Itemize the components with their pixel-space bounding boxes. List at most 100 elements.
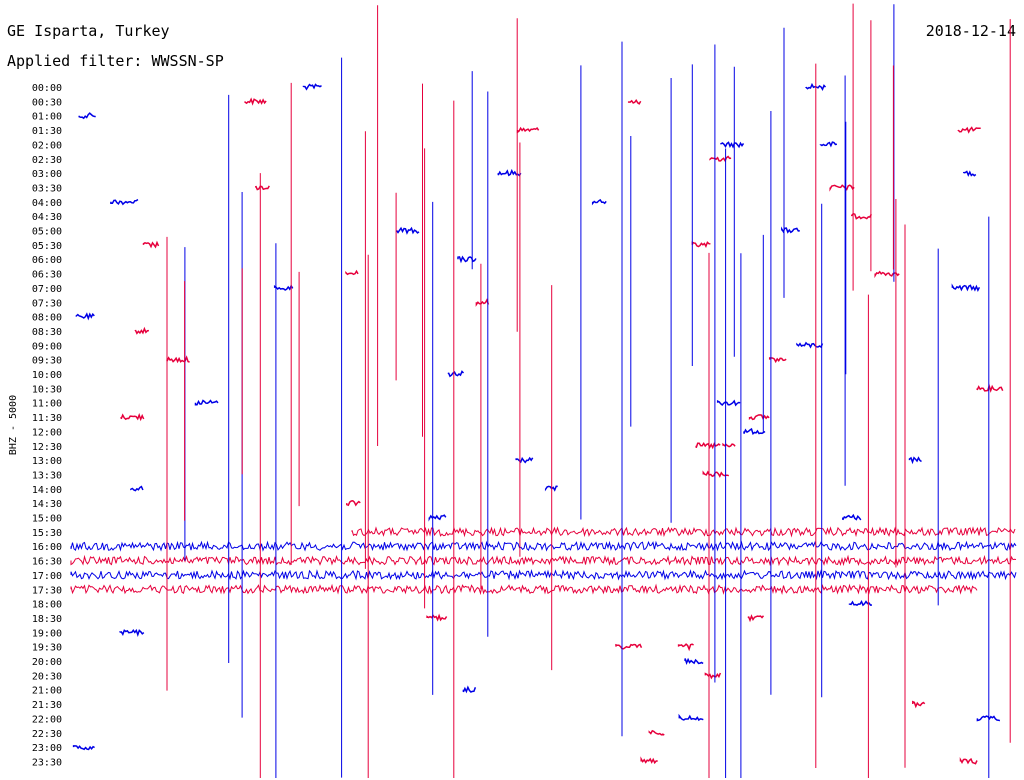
time-tick-label: 10:30 [32, 384, 62, 395]
trace-row [255, 184, 855, 192]
trace-row [457, 255, 477, 264]
trace-segment [720, 141, 745, 149]
time-tick-label: 01:30 [32, 126, 62, 137]
trace-segment [345, 269, 359, 276]
trace-row [447, 370, 465, 378]
trace-segment [462, 685, 477, 694]
trace-row [194, 399, 741, 407]
time-tick-label: 17:00 [32, 571, 62, 582]
trace-segment [273, 284, 294, 291]
time-tick-label: 00:00 [32, 83, 62, 94]
time-tick-label: 09:00 [32, 341, 62, 352]
trace-row [695, 441, 736, 450]
trace-segment [627, 98, 642, 105]
trace-segment [70, 583, 978, 596]
time-tick-label: 01:00 [32, 112, 62, 123]
trace-row [142, 240, 711, 249]
trace-row [134, 326, 149, 335]
trace-row [351, 526, 1016, 538]
trace-row [244, 97, 642, 106]
trace-segment [743, 427, 766, 435]
trace-segment [957, 126, 981, 134]
time-tick-label: 02:00 [32, 140, 62, 151]
time-tick-label: 21:00 [32, 686, 62, 697]
trace-row [120, 413, 770, 422]
trace-segment [70, 540, 1017, 552]
time-tick-label: 23:00 [32, 743, 62, 754]
time-tick-label: 15:00 [32, 514, 62, 525]
trace-segment [912, 700, 926, 709]
trace-segment [796, 341, 824, 349]
time-tick-label: 07:00 [32, 284, 62, 295]
trace-segment [805, 82, 827, 91]
time-tick-label: 12:00 [32, 427, 62, 438]
trace-segment [75, 312, 95, 321]
time-tick-label: 17:30 [32, 585, 62, 596]
time-tick-label: 14:30 [32, 499, 62, 510]
time-tick-label: 13:00 [32, 456, 62, 467]
trace-segment [829, 184, 855, 192]
trace-segment [244, 97, 267, 106]
time-tick-label: 06:00 [32, 255, 62, 266]
trace-segment [722, 442, 736, 448]
trace-segment [591, 198, 607, 206]
trace-row [72, 745, 95, 751]
trace-row [273, 283, 981, 292]
filter-subtitle: Applied filter: WWSSN-SP [7, 52, 224, 70]
trace-segment [709, 155, 732, 163]
trace-segment [255, 185, 270, 191]
time-tick-label: 03:00 [32, 169, 62, 180]
trace-segment [346, 500, 361, 507]
time-tick-label: 06:30 [32, 270, 62, 281]
trace-row [516, 126, 981, 134]
time-tick-label: 22:30 [32, 729, 62, 740]
trace-row [720, 141, 837, 149]
trace-segment [842, 513, 862, 521]
trace-segment [166, 355, 190, 364]
trace-segment [951, 283, 981, 292]
trace-row [684, 657, 704, 665]
trace-segment [677, 643, 694, 652]
time-tick-label: 10:00 [32, 370, 62, 381]
time-tick-label: 20:00 [32, 657, 62, 668]
trace-row [70, 540, 1017, 552]
time-tick-label: 05:30 [32, 241, 62, 252]
trace-segment [851, 212, 872, 220]
trace-segment [678, 713, 704, 722]
time-tick-label: 09:30 [32, 356, 62, 367]
time-tick-label: 19:00 [32, 628, 62, 639]
trace-segment [963, 170, 977, 177]
time-tick-label: 21:30 [32, 700, 62, 711]
time-tick-label: 16:00 [32, 542, 62, 553]
time-tick-label: 11:30 [32, 413, 62, 424]
time-tick-label: 03:30 [32, 183, 62, 194]
trace-row [648, 729, 665, 736]
trace-segment [194, 399, 219, 406]
time-tick-label: 13:30 [32, 470, 62, 481]
trace-row [130, 485, 558, 492]
y-axis-label: BHZ - 5000 [8, 395, 19, 455]
trace-row [346, 500, 361, 507]
trace-row [78, 112, 96, 120]
trace-row [796, 341, 824, 349]
time-tick-label: 04:00 [32, 198, 62, 209]
trace-segment [142, 240, 160, 249]
trace-segment [70, 554, 1017, 567]
trace-segment [447, 370, 465, 378]
time-tick-label: 12:30 [32, 442, 62, 453]
trace-row [515, 456, 922, 465]
trace-segment [475, 298, 490, 307]
time-tick-label: 11:00 [32, 399, 62, 410]
trace-segment [70, 569, 1017, 581]
trace-segment [704, 672, 722, 680]
trace-row [70, 569, 1017, 581]
time-tick-label: 18:00 [32, 600, 62, 611]
trace-segment [976, 715, 1001, 722]
trace-segment [110, 198, 139, 206]
trace-row [709, 155, 732, 163]
trace-segment [648, 729, 665, 736]
trace-segment [78, 112, 96, 120]
trace-row [678, 713, 1001, 722]
time-tick-label: 19:30 [32, 643, 62, 654]
